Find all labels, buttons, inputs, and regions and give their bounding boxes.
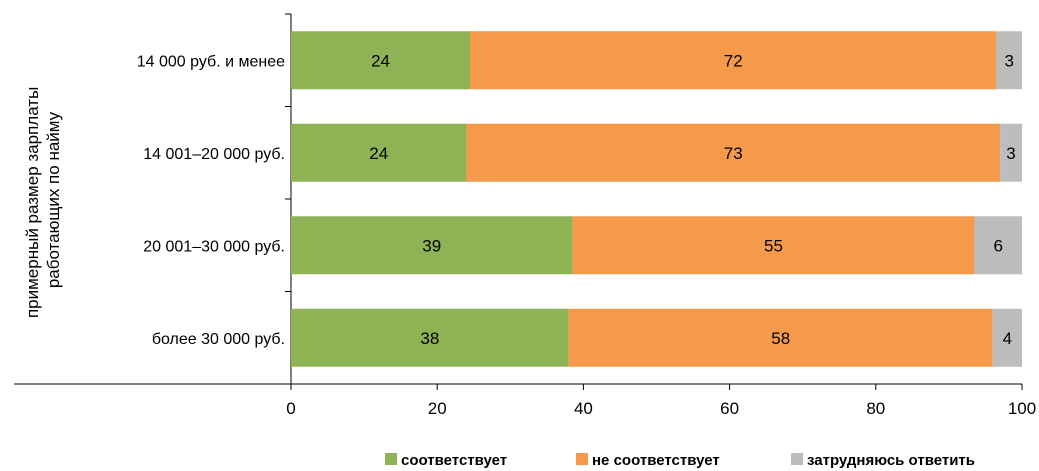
y-axis-label: примерный размер зарплаты работающих по … (23, 82, 63, 318)
data-label: 58 (771, 329, 790, 348)
legend-label: затрудняюсь ответить (807, 452, 975, 469)
data-label: 3 (1006, 144, 1015, 163)
x-tick-label: 60 (720, 399, 739, 418)
y-axis-label-line-1: примерный размер зарплаты (23, 87, 42, 318)
bar-segment (466, 123, 1001, 182)
plot-area: 0 20 40 60 80 100 14 000 руб. и менее 24 72 3 14 0… (14, 13, 1036, 418)
legend: соответствует не соответствует затрудняюсь… (385, 452, 975, 469)
bar-segment (291, 31, 471, 90)
bar-segment (572, 216, 975, 275)
data-label: 73 (724, 144, 743, 163)
x-tick-label: 40 (574, 399, 593, 418)
legend-swatch (791, 453, 803, 465)
data-label: 38 (420, 329, 439, 348)
data-label: 72 (724, 51, 743, 70)
x-tick-label: 100 (1008, 399, 1036, 418)
data-label: 3 (1004, 51, 1013, 70)
bar-segment (470, 31, 997, 90)
legend-swatch (576, 453, 588, 465)
bar-segment (291, 308, 569, 367)
data-label: 39 (422, 236, 441, 255)
x-tick-label: 20 (428, 399, 447, 418)
bar-segment (996, 31, 1022, 90)
category-label: более 30 000 руб. (152, 331, 285, 348)
bar-segment (992, 308, 1022, 367)
legend-label: соответствует (401, 452, 507, 469)
bar-segment (1000, 123, 1022, 182)
category-label: 20 001–30 000 руб. (143, 238, 285, 255)
x-tick-label: 0 (286, 399, 295, 418)
data-label: 24 (371, 51, 390, 70)
data-label: 6 (994, 236, 1003, 255)
bar-segment (291, 123, 467, 182)
x-tick-label: 80 (866, 399, 885, 418)
category-label: 14 001–20 000 руб. (143, 146, 285, 163)
legend-label: не соответствует (592, 452, 720, 469)
legend-swatch (385, 453, 397, 465)
category-label: 14 000 руб. и менее (137, 53, 285, 70)
data-label: 55 (764, 236, 783, 255)
data-label: 24 (369, 144, 388, 163)
bar-segment (568, 308, 993, 367)
bar-segment (974, 216, 1022, 275)
y-axis-label-line-2: работающих по найму (44, 111, 63, 288)
data-label: 4 (1003, 329, 1012, 348)
bar-segment (291, 216, 573, 275)
